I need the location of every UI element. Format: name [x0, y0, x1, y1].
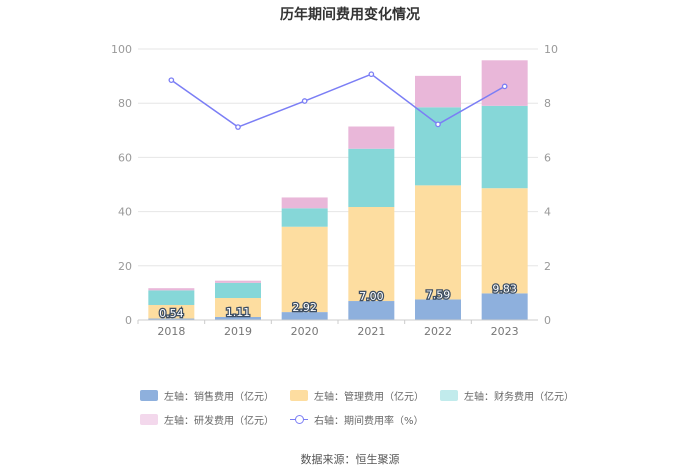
bar-segment [481, 293, 528, 320]
rate-point [301, 98, 308, 104]
bar-segment [215, 282, 261, 299]
rate-line-icon [290, 414, 308, 425]
left-tick-label: 20 [118, 260, 132, 273]
left-tick-label: 60 [118, 151, 132, 164]
axis-layer: 0 20 40 60 80 100 0 2 4 6 8 10 2018 2019 2020 2021 2022 2… [111, 43, 558, 338]
x-tick-label: 2020 [291, 325, 319, 338]
rate-point [368, 71, 375, 78]
bar-segment [415, 75, 461, 108]
legend-label-finance: 左轴：财务费用（亿元） [464, 392, 574, 403]
bar-segment [415, 107, 461, 186]
legend-label-sales: 左轴：销售费用（亿元） [164, 392, 274, 403]
bar-segment [348, 206, 395, 302]
data-label-layer: 0.54 1.11 2.92 7.00 7.59 9.83 [158, 281, 518, 321]
data-label: 7.00 [359, 290, 384, 303]
bar-segment [148, 288, 195, 291]
bar-segment [415, 299, 461, 320]
bar-segment [148, 304, 195, 319]
right-tick-label: 0 [544, 314, 551, 327]
chart-plot: 0.54 1.11 2.92 7.00 7.59 9.83 0 20 40 60 80 100 0 2 4… [111, 43, 558, 338]
left-tick-label: 100 [111, 43, 132, 56]
legend-item-finance[interactable]: 左轴：财务费用（亿元） [440, 388, 574, 403]
chart-title: 历年期间费用变化情况 [280, 7, 420, 23]
legend-label-rnd: 左轴：研发费用（亿元） [164, 416, 274, 427]
rate-line [170, 73, 506, 128]
left-tick-label: 0 [125, 314, 132, 327]
sales-swatch [140, 390, 158, 401]
bar-segment [148, 290, 195, 305]
bar-segment [348, 126, 395, 149]
bar-segment [481, 60, 528, 106]
right-tick-label: 10 [544, 43, 558, 56]
x-tick-label: 2022 [424, 325, 452, 338]
right-tick-label: 6 [544, 151, 551, 164]
bar-segment [348, 301, 395, 320]
bar-segment [215, 280, 261, 283]
data-label: 0.54 [159, 307, 184, 320]
data-label: 2.92 [292, 301, 317, 314]
data-source: 数据来源：恒生聚源 [300, 453, 400, 466]
bar-segment [281, 208, 328, 227]
bar-layer [148, 60, 528, 320]
bar-segment [215, 316, 261, 320]
bar-segment [281, 226, 328, 313]
left-tick-label: 80 [118, 97, 132, 110]
bar-segment [281, 197, 328, 209]
data-label: 9.83 [492, 282, 517, 295]
legend-item-rnd[interactable]: 左轴：研发费用（亿元） [140, 412, 274, 427]
data-label: 1.11 [226, 306, 251, 319]
legend-item-admin[interactable]: 左轴：管理费用（亿元） [290, 388, 424, 403]
rate-point [501, 83, 508, 90]
data-label: 7.59 [426, 288, 451, 301]
finance-swatch [440, 390, 458, 401]
rnd-swatch [140, 414, 158, 425]
legend-label-admin: 左轴：管理费用（亿元） [314, 392, 424, 403]
legend-item-rate[interactable]: 右轴：期间费用率（%） [290, 412, 424, 427]
legend: 左轴：销售费用（亿元） 左轴：管理费用（亿元） 左轴：财务费用（亿元） 左轴：研… [140, 388, 574, 436]
right-tick-label: 2 [544, 260, 551, 273]
admin-swatch [290, 390, 308, 401]
legend-item-sales[interactable]: 左轴：销售费用（亿元） [140, 388, 274, 403]
bar-segment [281, 312, 328, 320]
bar-segment [415, 185, 461, 300]
bar-segment [348, 148, 395, 207]
x-tick-label: 2023 [491, 325, 519, 338]
bar-segment [481, 188, 528, 294]
rate-point [168, 77, 175, 84]
right-tick-label: 8 [544, 97, 551, 110]
rate-point [235, 124, 241, 130]
grid-lines [138, 48, 538, 321]
bar-segment [481, 105, 528, 189]
x-tick-label: 2021 [357, 325, 385, 338]
x-tick-label: 2019 [224, 325, 252, 338]
right-tick-label: 4 [544, 206, 551, 219]
legend-label-rate: 右轴：期间费用率（%） [314, 416, 424, 427]
x-tick-label: 2018 [157, 325, 185, 338]
bar-segment [148, 318, 195, 320]
left-tick-label: 40 [118, 206, 132, 219]
bar-segment [215, 298, 261, 317]
rate-point [435, 121, 441, 128]
rate-line-layer [168, 71, 508, 130]
